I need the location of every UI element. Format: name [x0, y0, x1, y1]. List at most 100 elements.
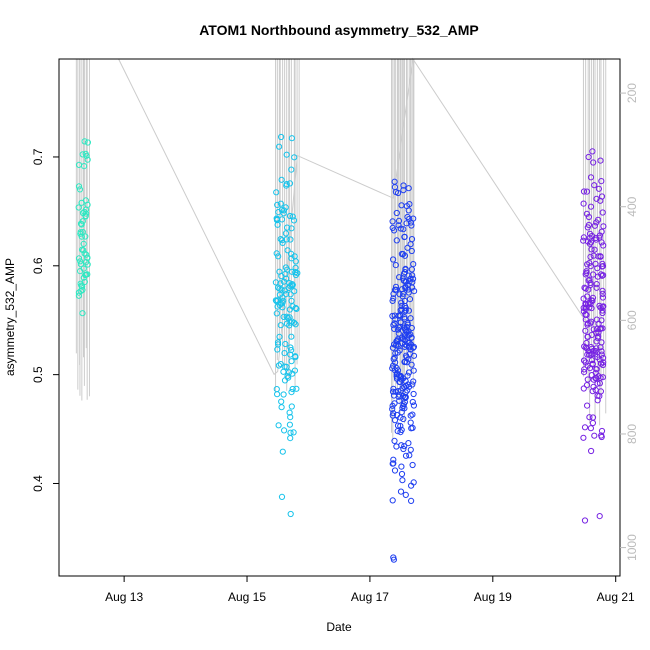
data-point: [588, 246, 595, 253]
data-point: [401, 252, 409, 259]
data-point: [283, 313, 290, 320]
data-point: [404, 244, 411, 251]
data-point: [589, 148, 596, 155]
data-point: [84, 254, 91, 261]
data-point: [587, 320, 594, 327]
data-point: [409, 398, 416, 406]
data-point: [276, 291, 283, 298]
data-point: [401, 443, 408, 450]
data-point: [393, 443, 400, 450]
data-point: [592, 351, 599, 358]
data-point: [395, 189, 402, 197]
data-point: [83, 251, 90, 258]
data-point: [288, 389, 295, 396]
data-point: [272, 297, 279, 304]
data-point: [409, 279, 416, 286]
data-point: [292, 271, 299, 279]
data-point: [590, 252, 597, 259]
data-point: [587, 203, 595, 210]
data-point: [401, 324, 408, 331]
data-point: [409, 411, 416, 418]
data-point: [410, 215, 417, 222]
data-point: [273, 215, 280, 222]
secondary-y-axis: 200 400 600 800 1000: [620, 83, 639, 561]
data-point: [405, 185, 412, 192]
data-point: [273, 250, 280, 257]
data-point: [390, 256, 397, 263]
data-point: [286, 212, 294, 220]
data-point: [410, 402, 417, 409]
data-point: [397, 488, 405, 495]
data-point: [400, 415, 407, 423]
data-point: [396, 391, 403, 398]
data-point: [595, 216, 602, 223]
data-point: [283, 236, 290, 243]
data-point: [282, 230, 289, 237]
data-point: [398, 250, 405, 258]
data-point: [407, 446, 414, 453]
data-point: [274, 201, 281, 208]
data-point: [82, 271, 89, 279]
data-point: [589, 419, 597, 427]
data-point: [398, 426, 405, 433]
data-point: [274, 391, 281, 398]
data-point: [291, 253, 298, 260]
data-point: [594, 380, 601, 387]
data-point: [292, 353, 299, 360]
data-point: [584, 333, 592, 340]
y-axis-label: asymmetry_532_AMP: [3, 258, 17, 376]
data-point: [591, 246, 598, 253]
y2-tick-label: 200: [625, 83, 639, 103]
data-point: [396, 397, 403, 404]
x-tick-label: Aug 15: [228, 590, 266, 604]
data-point: [80, 247, 87, 254]
data-point: [291, 154, 298, 161]
points-layer: [75, 133, 607, 563]
y-tick-label: 0.7: [31, 148, 45, 165]
data-point: [279, 237, 286, 244]
data-point: [75, 183, 83, 190]
data-point: [397, 307, 404, 314]
data-point: [410, 367, 417, 374]
data-point: [402, 284, 409, 292]
data-point: [391, 354, 398, 361]
data-point: [586, 230, 594, 237]
data-point: [401, 337, 408, 344]
data-point: [406, 215, 413, 223]
data-point: [405, 356, 412, 363]
data-point: [589, 297, 596, 304]
data-point: [288, 297, 295, 304]
data-point: [389, 406, 396, 413]
chart-title: ATOM1 Northbound asymmetry_532_AMP: [199, 22, 479, 38]
data-point: [277, 200, 284, 207]
data-point: [278, 398, 285, 405]
y2-tick-label: 1000: [625, 534, 639, 561]
data-point: [585, 213, 593, 221]
data-point: [80, 240, 87, 247]
data-point: [580, 385, 587, 392]
data-point: [77, 220, 85, 227]
data-point: [390, 290, 397, 297]
data-point: [400, 182, 407, 189]
data-point: [590, 159, 597, 166]
data-point: [276, 333, 283, 340]
data-point: [408, 247, 415, 255]
data-point: [401, 343, 408, 350]
data-point: [400, 226, 407, 233]
data-point: [276, 143, 283, 150]
data-point: [283, 151, 290, 158]
data-point: [597, 157, 604, 164]
data-point: [401, 308, 409, 315]
data-point: [584, 261, 591, 268]
y-axis: 0.4 0.5 0.6 0.7: [31, 148, 59, 492]
data-point: [275, 253, 282, 260]
data-point: [600, 242, 607, 249]
data-point: [275, 341, 282, 348]
data-point: [283, 320, 290, 327]
data-point: [394, 428, 401, 435]
data-point: [393, 209, 400, 217]
data-point: [390, 295, 397, 302]
data-point: [581, 517, 589, 524]
data-point: [597, 360, 605, 367]
data-point: [594, 325, 601, 332]
